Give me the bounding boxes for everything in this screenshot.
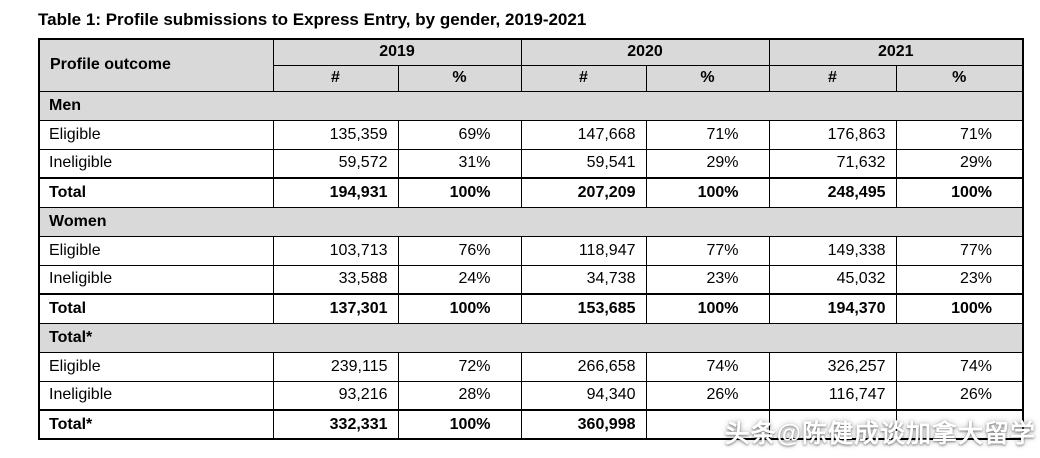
percent-cell: 26% [645, 380, 770, 411]
table-row: Eligible 239,115 72% 266,658 74% 326,257 74% [38, 351, 1024, 382]
row-label: Ineligible [38, 264, 274, 295]
count-cell: 176,863 [768, 119, 897, 150]
subheader-percent-2020: % [645, 64, 770, 92]
percent-cell: 100% [397, 293, 522, 324]
percent-cell: 100% [895, 293, 1024, 324]
count-cell: 326,257 [768, 351, 897, 382]
table-row: Eligible 103,713 76% 118,947 77% 149,338 77% [38, 235, 1024, 266]
percent-cell [645, 409, 770, 440]
percent-cell: 100% [645, 293, 770, 324]
count-cell: 94,340 [520, 380, 647, 411]
percent-cell: 100% [895, 177, 1024, 208]
table-row: Ineligible 93,216 28% 94,340 26% 116,747 26% [38, 380, 1024, 411]
table-body: Men Eligible 135,359 69% 147,668 71% 176,863 71… [38, 90, 1024, 440]
table-row: Total* 332,331 100% 360,998 [38, 409, 1024, 440]
count-cell: 149,338 [768, 235, 897, 266]
row-label: Eligible [38, 235, 274, 266]
percent-cell: 29% [645, 148, 770, 179]
table-row: Total 194,931 100% 207,209 100% 248,495 100% [38, 177, 1024, 208]
row-label: Total* [38, 409, 274, 440]
percent-cell: 71% [895, 119, 1024, 150]
year-header-2021: 2021 [768, 38, 1024, 66]
percent-cell: 74% [895, 351, 1024, 382]
percent-cell: 74% [645, 351, 770, 382]
percent-cell: 100% [645, 177, 770, 208]
row-label: Eligible [38, 119, 274, 150]
section-header-label: Women [38, 206, 1024, 237]
section-row: Total* [38, 322, 1024, 353]
table-row: Eligible 135,359 69% 147,668 71% 176,863 71% [38, 119, 1024, 150]
percent-cell: 77% [645, 235, 770, 266]
year-header-2019: 2019 [272, 38, 522, 66]
percent-cell: 77% [895, 235, 1024, 266]
percent-cell: 28% [397, 380, 522, 411]
count-cell: 59,572 [272, 148, 399, 179]
table-row: Ineligible 33,588 24% 34,738 23% 45,032 23% [38, 264, 1024, 295]
percent-cell: 72% [397, 351, 522, 382]
count-cell: 137,301 [272, 293, 399, 324]
subheader-row: # % # % # % [39, 64, 1024, 92]
row-label: Eligible [38, 351, 274, 382]
count-cell: 266,658 [520, 351, 647, 382]
year-header-2020: 2020 [520, 38, 770, 66]
subheader-count-2019: # [272, 64, 399, 92]
subheader-count-2020: # [520, 64, 647, 92]
section-row: Men [38, 90, 1024, 121]
count-cell: 135,359 [272, 119, 399, 150]
row-label: Total [38, 293, 274, 324]
table-row: Ineligible 59,572 31% 59,541 29% 71,632 29% [38, 148, 1024, 179]
count-cell: 116,747 [768, 380, 897, 411]
row-label: Total [38, 177, 274, 208]
table-row: Total 137,301 100% 153,685 100% 194,370 100% [38, 293, 1024, 324]
count-cell [768, 409, 897, 440]
count-cell: 33,588 [272, 264, 399, 295]
count-cell: 194,931 [272, 177, 399, 208]
row-label: Ineligible [38, 380, 274, 411]
count-cell: 360,998 [520, 409, 647, 440]
subheader-percent-2021: % [895, 64, 1024, 92]
subheader-count-2021: # [768, 64, 897, 92]
percent-cell: 23% [895, 264, 1024, 295]
watermark-text: 头条@陈健成谈加拿大留学 [724, 420, 1036, 448]
count-cell: 207,209 [520, 177, 647, 208]
corner-header-profile-outcome: Profile outcome [38, 38, 274, 92]
count-cell: 332,331 [272, 409, 399, 440]
count-cell: 34,738 [520, 264, 647, 295]
count-cell: 248,495 [768, 177, 897, 208]
percent-cell: 76% [397, 235, 522, 266]
year-header-row: Profile outcome 2019 2020 2021 [38, 38, 1024, 92]
count-cell: 153,685 [520, 293, 647, 324]
percent-cell: 100% [397, 409, 522, 440]
percent-cell: 24% [397, 264, 522, 295]
profile-submissions-table: Profile outcome 2019 2020 2021 # % # % #… [38, 38, 1024, 440]
table-header: Profile outcome 2019 2020 2021 # % # % #… [38, 38, 1024, 92]
percent-cell: 23% [645, 264, 770, 295]
count-cell: 103,713 [272, 235, 399, 266]
count-cell: 194,370 [768, 293, 897, 324]
percent-cell: 31% [397, 148, 522, 179]
section-header-label: Total* [38, 322, 1024, 353]
row-label: Ineligible [38, 148, 274, 179]
count-cell: 93,216 [272, 380, 399, 411]
table-title: Table 1: Profile submissions to Express … [38, 10, 587, 29]
percent-cell: 69% [397, 119, 522, 150]
percent-cell: 29% [895, 148, 1024, 179]
count-cell: 45,032 [768, 264, 897, 295]
section-header-label: Men [38, 90, 1024, 121]
percent-cell [895, 409, 1024, 440]
count-cell: 239,115 [272, 351, 399, 382]
count-cell: 118,947 [520, 235, 647, 266]
count-cell: 59,541 [520, 148, 647, 179]
subheader-percent-2019: % [397, 64, 522, 92]
count-cell: 147,668 [520, 119, 647, 150]
percent-cell: 100% [397, 177, 522, 208]
section-row: Women [38, 206, 1024, 237]
percent-cell: 26% [895, 380, 1024, 411]
percent-cell: 71% [645, 119, 770, 150]
count-cell: 71,632 [768, 148, 897, 179]
